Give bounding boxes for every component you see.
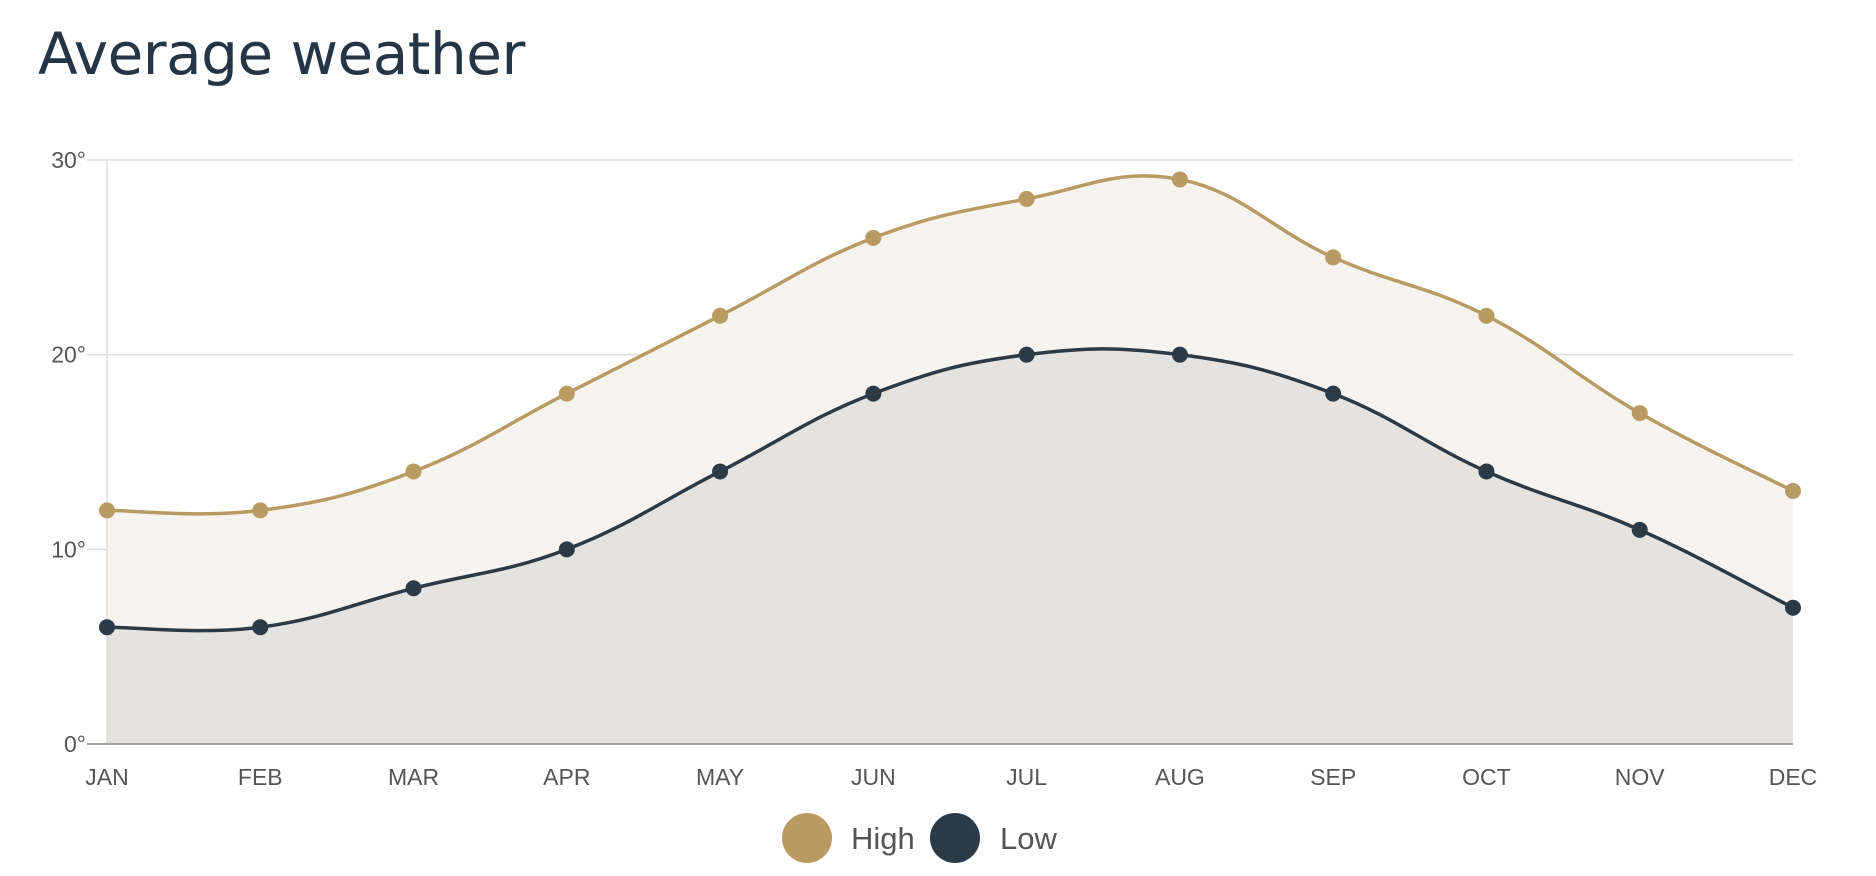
x-tick-labels: JAN FEB MAR APR MAY JUN JUL AUG SEP OCT NOV DEC [85, 764, 1817, 790]
legend: High Low [782, 813, 1057, 863]
low-point[interactable] [405, 580, 422, 597]
low-point[interactable] [558, 541, 575, 558]
x-tick-label: JUL [1006, 764, 1047, 790]
legend-label-low[interactable]: Low [1000, 821, 1057, 856]
high-point[interactable] [1325, 249, 1342, 266]
high-point[interactable] [1785, 482, 1801, 499]
x-tick-label: FEB [238, 764, 283, 790]
data-points [99, 171, 1801, 636]
x-tick-label: JUN [851, 764, 896, 790]
high-point[interactable] [558, 385, 575, 402]
low-point[interactable] [1478, 463, 1495, 480]
high-point[interactable] [1631, 405, 1648, 422]
x-tick-label: JAN [85, 764, 128, 790]
low-point[interactable] [1018, 346, 1035, 363]
low-point[interactable] [1325, 385, 1342, 402]
x-tick-label: DEC [1769, 764, 1818, 790]
high-point[interactable] [405, 463, 422, 480]
x-tick-label: AUG [1155, 764, 1205, 790]
high-point[interactable] [712, 307, 729, 324]
y-tick-labels: 0° 10° 20° 30° [51, 147, 86, 757]
low-point[interactable] [1631, 521, 1648, 538]
page-title: Average weather [38, 20, 525, 88]
low-point[interactable] [1785, 599, 1801, 616]
y-tick-label: 30° [51, 147, 86, 173]
low-line [106, 347, 1794, 633]
high-point[interactable] [865, 229, 882, 246]
low-area [107, 348, 1793, 744]
legend-swatch-high[interactable] [782, 813, 832, 863]
high-point[interactable] [99, 502, 115, 519]
y-tick-label: 10° [51, 536, 86, 562]
legend-label-high[interactable]: High [851, 821, 915, 856]
x-tick-label: OCT [1462, 764, 1511, 790]
x-tick-label: SEP [1310, 764, 1356, 790]
high-point[interactable] [252, 502, 269, 519]
low-point[interactable] [1171, 346, 1188, 363]
high-point[interactable] [1478, 307, 1495, 324]
legend-swatch-low[interactable] [930, 813, 980, 863]
y-tick-label: 20° [51, 342, 86, 368]
low-point[interactable] [712, 463, 729, 480]
area-fills [107, 175, 1793, 745]
x-tick-label: MAY [696, 764, 744, 790]
high-point[interactable] [1171, 171, 1188, 188]
low-point[interactable] [252, 619, 269, 636]
x-tick-label: NOV [1615, 764, 1666, 790]
y-tick-label: 0° [64, 731, 86, 757]
axes [87, 160, 1793, 745]
x-tick-label: MAR [388, 764, 439, 790]
high-point[interactable] [1018, 190, 1035, 207]
low-point[interactable] [99, 619, 115, 636]
x-tick-label: APR [543, 764, 590, 790]
low-point[interactable] [865, 385, 882, 402]
